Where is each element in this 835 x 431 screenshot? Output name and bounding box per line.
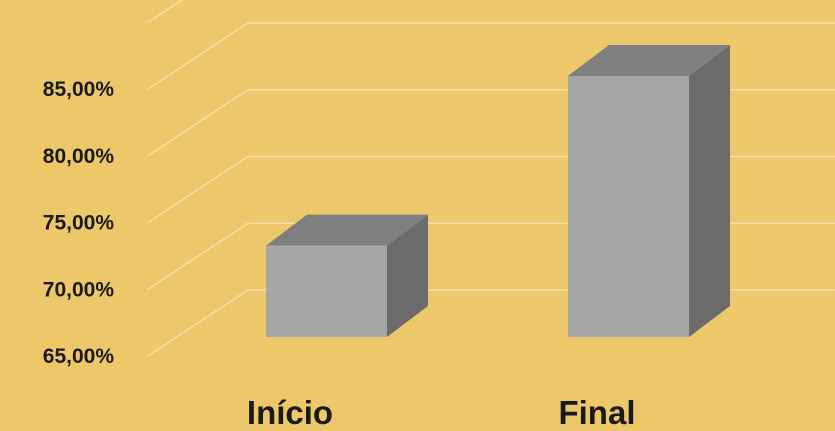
y-tick-label: 85,00% xyxy=(43,78,115,101)
bar-side xyxy=(387,214,428,337)
x-category-label: Início xyxy=(247,394,333,431)
y-tick-label: 70,00% xyxy=(43,278,115,301)
y-axis-tick-labels: 65,00% 70,00% 75,00% 80,00% 85,00% xyxy=(43,78,115,368)
gridline xyxy=(147,22,835,90)
x-category-label: Final xyxy=(558,394,635,431)
bar-top xyxy=(266,214,428,246)
y-tick-label: 75,00% xyxy=(43,212,115,235)
gridline xyxy=(147,0,184,23)
x-axis-category-labels: Início Final xyxy=(247,394,636,431)
bar-front xyxy=(266,245,387,337)
y-tick-label: 65,00% xyxy=(43,345,115,368)
bar-side xyxy=(689,45,730,337)
bars xyxy=(266,45,730,337)
y-tick-label: 80,00% xyxy=(43,145,115,168)
bar xyxy=(266,214,428,337)
bar-front xyxy=(568,76,689,337)
bar-top xyxy=(568,45,730,76)
bar xyxy=(568,45,730,337)
